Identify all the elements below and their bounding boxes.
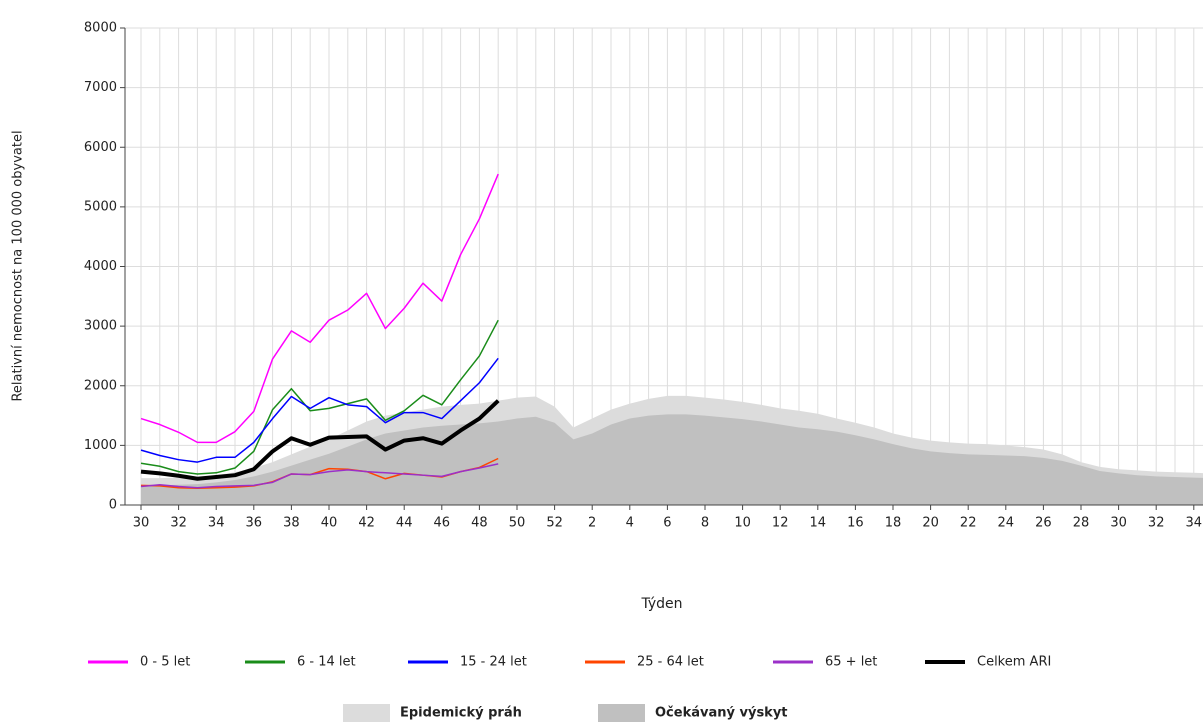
x-tick-label: 44 bbox=[396, 516, 413, 531]
y-tick-label: 1000 bbox=[84, 438, 117, 453]
legend-label: Epidemický práh bbox=[400, 706, 522, 721]
x-tick-label: 48 bbox=[471, 516, 488, 531]
x-tick-label: 14 bbox=[810, 516, 827, 531]
legend-label: 65 + let bbox=[825, 655, 877, 670]
x-tick-label: 50 bbox=[509, 516, 526, 531]
series-line bbox=[140, 463, 499, 489]
x-tick-label: 30 bbox=[1110, 516, 1127, 531]
x-tick-label: 18 bbox=[885, 516, 902, 531]
x-tick-label: 6 bbox=[663, 516, 671, 531]
x-tick-label: 34 bbox=[208, 516, 225, 531]
series-line bbox=[140, 173, 499, 444]
y-tick-label: 3000 bbox=[84, 319, 117, 334]
legend-label: 0 - 5 let bbox=[140, 655, 190, 670]
y-tick-label: 2000 bbox=[84, 378, 117, 393]
y-tick-label: 6000 bbox=[84, 140, 117, 155]
x-tick-label: 10 bbox=[734, 516, 751, 531]
x-tick-label: 12 bbox=[772, 516, 789, 531]
y-axis-title: Relativní nemocnost na 100 000 obyvatel bbox=[11, 130, 26, 401]
area bbox=[141, 414, 1203, 505]
series-line bbox=[140, 357, 499, 463]
x-tick-label: 2 bbox=[588, 516, 596, 531]
x-tick-label: 42 bbox=[358, 516, 375, 531]
series-line bbox=[140, 399, 500, 481]
legend-label: Celkem ARI bbox=[977, 655, 1051, 670]
y-tick-label: 5000 bbox=[84, 199, 117, 214]
x-tick-label: 32 bbox=[1148, 516, 1165, 531]
x-tick-label: 52 bbox=[546, 516, 563, 531]
legend-swatch bbox=[343, 704, 390, 722]
areas bbox=[141, 395, 1203, 505]
y-tick-label: 8000 bbox=[84, 21, 117, 36]
series-line bbox=[140, 319, 499, 475]
legend-label: 15 - 24 let bbox=[460, 655, 527, 670]
y-tick-label: 7000 bbox=[84, 80, 117, 95]
x-tick-label: 22 bbox=[960, 516, 977, 531]
x-tick-label: 26 bbox=[1035, 516, 1052, 531]
legend-label: 6 - 14 let bbox=[297, 655, 356, 670]
x-tick-label: 46 bbox=[434, 516, 451, 531]
x-tick-label: 38 bbox=[283, 516, 300, 531]
x-tick-label: 24 bbox=[998, 516, 1015, 531]
x-tick-label: 34 bbox=[1186, 516, 1203, 531]
legend-label: Očekávaný výskyt bbox=[655, 706, 788, 721]
x-tick-label: 8 bbox=[701, 516, 709, 531]
x-axis-title: Týden bbox=[640, 596, 682, 612]
legend-label: 25 - 64 let bbox=[637, 655, 704, 670]
x-tick-label: 20 bbox=[922, 516, 939, 531]
x-tick-label: 4 bbox=[626, 516, 634, 531]
x-tick-label: 30 bbox=[133, 516, 150, 531]
y-tick-label: 4000 bbox=[84, 259, 117, 274]
x-tick-label: 32 bbox=[170, 516, 187, 531]
y-tick-label: 0 bbox=[109, 498, 117, 513]
x-tick-label: 28 bbox=[1073, 516, 1090, 531]
x-tick-label: 40 bbox=[321, 516, 338, 531]
legend-swatch bbox=[598, 704, 645, 722]
x-tick-label: 36 bbox=[246, 516, 263, 531]
x-tick-label: 16 bbox=[847, 516, 864, 531]
